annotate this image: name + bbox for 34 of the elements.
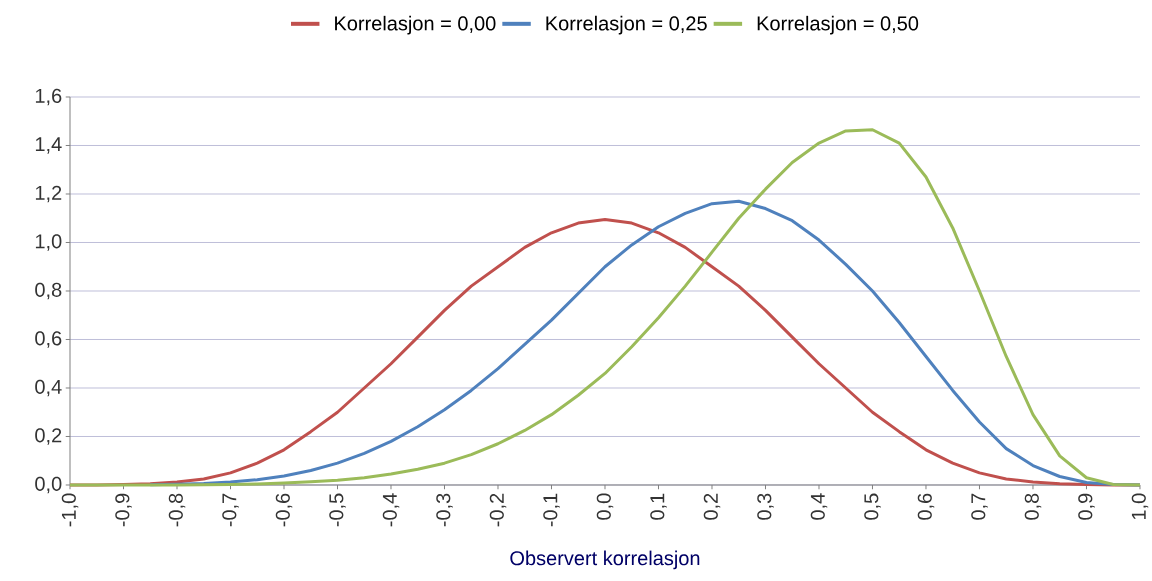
x-tick-label: 1,0 [1131,493,1149,520]
x-tick-label: 0,2 [703,493,721,520]
x-tick-label: -0,8 [168,493,186,527]
x-tick-label: 0,4 [810,493,828,520]
x-tick-label: -0,7 [222,493,239,527]
y-tick-label: 0,2 [35,428,62,445]
x-tick-label: -0,6 [275,493,293,527]
x-tick-label: 0,8 [1024,493,1042,520]
x-tick-label: -0,5 [329,493,346,527]
x-tick-label: 0,6 [917,493,935,520]
y-tick-label: 0,4 [35,379,62,397]
y-tick-label: 0,6 [35,331,62,348]
y-tick-label: 1,2 [35,185,62,203]
x-tick-label: -0,1 [543,493,560,527]
x-tick-label: -0,9 [115,493,132,527]
y-tick-label: 0,0 [35,476,62,494]
x-tick-label: 0,9 [1078,493,1095,520]
y-tick-label: 1,0 [35,234,62,251]
x-tick-label: -0,4 [382,493,400,527]
legend-label: Korrelasjon = 0,00 [335,15,496,35]
x-tick-label: 0,3 [757,493,774,520]
legend-label: Korrelasjon = 0,50 [757,15,919,35]
x-tick-label: 0,0 [596,493,614,520]
y-tick-label: 1,6 [35,88,62,106]
x-axis-title: Observert korrelasjon [510,550,700,570]
y-tick-label: 0,8 [35,282,62,300]
x-tick-label: 0,1 [650,493,667,520]
legend-label: Korrelasjon = 0,25 [546,15,707,35]
y-tick-label: 1,4 [35,137,62,154]
x-tick-label: -1,0 [61,493,79,527]
x-tick-label: -0,3 [436,493,453,527]
x-tick-label: 0,5 [864,493,881,520]
x-tick-label: -0,2 [489,493,507,527]
x-tick-label: 0,7 [971,493,988,520]
